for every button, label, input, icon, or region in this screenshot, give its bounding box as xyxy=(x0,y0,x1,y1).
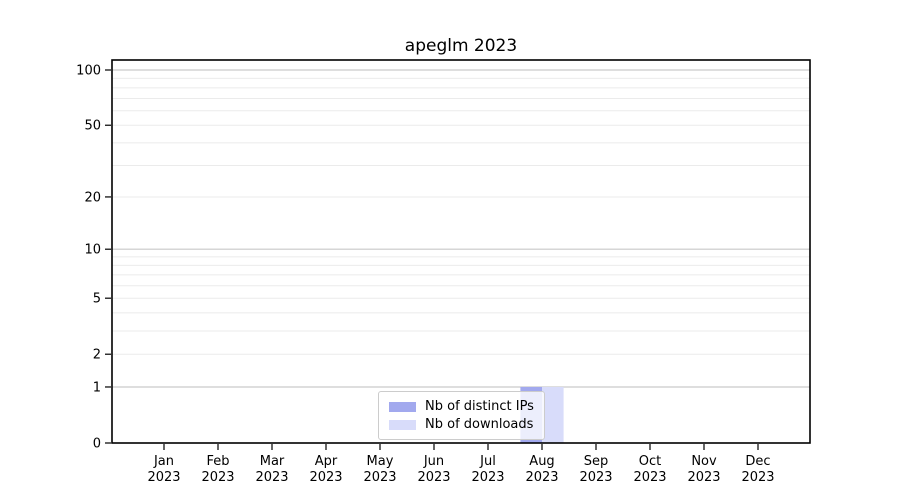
y-tick-label: 0 xyxy=(93,437,101,452)
x-tick-label: Feb 2023 xyxy=(201,454,234,485)
x-tick-label: Oct 2023 xyxy=(633,454,666,485)
y-tick-label: 50 xyxy=(84,119,101,134)
y-tick-label: 100 xyxy=(76,64,101,79)
x-tick-label: Jul 2023 xyxy=(471,454,504,485)
legend: Nb of distinct IPs Nb of downloads xyxy=(378,391,545,440)
x-tick-label: Aug 2023 xyxy=(525,454,558,485)
x-tick-label: Apr 2023 xyxy=(309,454,342,485)
y-tick-label: 1 xyxy=(93,380,101,395)
x-tick-label: Dec 2023 xyxy=(741,454,774,485)
legend-item: Nb of downloads xyxy=(389,417,534,432)
x-tick-label: Nov 2023 xyxy=(687,454,720,485)
gridlines xyxy=(112,69,810,388)
legend-swatch xyxy=(389,401,416,412)
y-tick-label: 5 xyxy=(93,292,101,307)
x-tick-label: Sep 2023 xyxy=(579,454,612,485)
legend-label: Nb of distinct IPs xyxy=(425,399,534,414)
plot-border xyxy=(111,59,811,444)
legend-label: Nb of downloads xyxy=(425,417,534,432)
y-axis: 0 1 2 5 10 20 50 100 xyxy=(76,64,111,452)
x-tick-label: May 2023 xyxy=(363,454,396,485)
legend-swatch xyxy=(389,419,416,430)
bar-downloads-aug xyxy=(542,386,564,443)
y-tick-label: 20 xyxy=(84,190,101,205)
x-tick-label: Jun 2023 xyxy=(417,454,450,485)
legend-item: Nb of distinct IPs xyxy=(389,399,534,414)
x-tick-label: Jan 2023 xyxy=(147,454,180,485)
x-axis: Jan 2023 Feb 2023 Mar 2023 Apr 2023 May 2023 Jun 20… xyxy=(147,444,775,485)
y-tick-label: 2 xyxy=(93,348,101,363)
y-tick-label: 10 xyxy=(84,243,101,258)
chart-title: apeglm 2023 xyxy=(404,36,518,56)
x-tick-label: Mar 2023 xyxy=(255,454,288,485)
